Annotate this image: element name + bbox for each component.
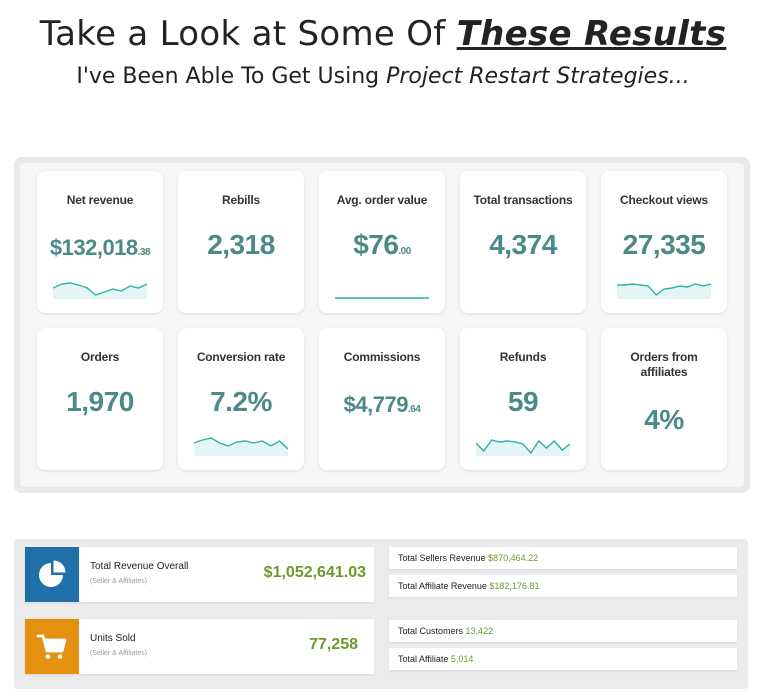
metric-label: Commissions xyxy=(343,350,421,364)
summary-subtitle: (Seller & Affiliates) xyxy=(90,650,148,657)
metric-value: 1,970 xyxy=(66,386,134,417)
metric-amount: $4,779 xyxy=(343,392,409,417)
metric-card-orders-from-affiliates: Orders from affiliates 4% xyxy=(601,328,727,470)
stat-value: 13,422 xyxy=(465,626,494,636)
metric-cents: .38 xyxy=(137,247,151,258)
shopping-cart-icon xyxy=(25,619,79,674)
total-revenue-card: Total Revenue Overall (Seller & Affiliat… xyxy=(25,547,374,602)
sparkline-area xyxy=(194,438,288,456)
metrics-dashboard: Net revenue $132,018.38 Rebills 2,318 Av… xyxy=(14,157,750,493)
sparkline-area xyxy=(53,283,147,299)
metric-label: Checkout views xyxy=(620,193,708,207)
metric-label: Total transactions xyxy=(473,193,573,207)
metric-card-orders: Orders 1,970 xyxy=(37,328,163,470)
sparkline-line xyxy=(194,437,288,450)
sparkline-line xyxy=(476,439,570,455)
metric-card-net-revenue: Net revenue $132,018.38 xyxy=(37,171,163,313)
stat-label: Total Sellers Revenue xyxy=(398,553,486,563)
metric-label: Orders from affiliates xyxy=(630,350,698,379)
metric-label: Conversion rate xyxy=(196,350,286,364)
metric-value: 4% xyxy=(644,404,684,435)
metric-value: $132,018.38 xyxy=(37,235,163,261)
metric-card-avg-order-value: Avg. order value $76.00 xyxy=(319,171,445,313)
stat-value: $870,464.22 xyxy=(488,553,539,563)
stat-label: Total Affiliate xyxy=(398,654,449,664)
stat-total-customers: Total Customers 13,422 xyxy=(389,620,737,642)
metrics-panel: Net revenue $132,018.38 Rebills 2,318 Av… xyxy=(20,163,744,487)
metric-value: 27,335 xyxy=(622,229,706,260)
metric-card-commissions: Commissions $4,779.64 xyxy=(319,328,445,470)
summary-title: Units Sold xyxy=(90,633,136,644)
subline-emphasis: Project Restart Strategies... xyxy=(386,64,690,89)
metric-label: Net revenue xyxy=(66,193,134,207)
stat-total-affiliate: Total Affiliate 5,014 xyxy=(389,648,737,670)
metric-value: 7.2% xyxy=(210,386,272,417)
page-subheadline: I've Been Able To Get Using Project Rest… xyxy=(0,64,766,89)
summary-title: Total Revenue Overall xyxy=(90,561,189,572)
sparkline-checkout-views xyxy=(617,283,711,299)
metric-value: $4,779.64 xyxy=(319,392,445,418)
stat-value: $182,176.81 xyxy=(489,581,540,591)
stat-total-affiliate-revenue: Total Affiliate Revenue $182,176.81 xyxy=(389,575,737,597)
metric-cents: .64 xyxy=(407,404,421,415)
summary-amount: 77,258 xyxy=(309,636,358,653)
metric-cents: .00 xyxy=(398,246,411,257)
sparkline-avg-order-value xyxy=(335,297,429,299)
revenue-summary: Total Revenue Overall (Seller & Affiliat… xyxy=(14,539,748,689)
sparkline-line xyxy=(617,283,711,296)
metric-card-checkout-views: Checkout views 27,335 xyxy=(601,171,727,313)
units-sold-card: Units Sold (Seller & Affiliates) 77,258 xyxy=(25,619,374,674)
metric-card-refunds: Refunds 59 xyxy=(460,328,586,470)
stat-value: 5,014 xyxy=(450,654,474,664)
sparkline-line xyxy=(53,282,147,296)
pie-chart-icon xyxy=(25,547,79,602)
metric-value: $76.00 xyxy=(319,229,445,261)
metric-label: Refunds xyxy=(499,350,547,364)
stat-label: Total Affiliate Revenue xyxy=(398,581,487,591)
metric-card-conversion-rate: Conversion rate 7.2% xyxy=(178,328,304,470)
sparkline-net-revenue xyxy=(53,282,147,299)
metric-amount: $76 xyxy=(353,229,399,260)
sparkline-area xyxy=(476,440,570,456)
headline-emphasis: These Results xyxy=(456,14,727,54)
sparkline-area xyxy=(617,284,711,299)
metric-label: Avg. order value xyxy=(336,193,428,207)
sparkline-refunds xyxy=(476,439,570,456)
metric-value: 4,374 xyxy=(489,229,557,260)
metric-amount: $132,018 xyxy=(49,235,138,260)
sparkline-conversion-rate xyxy=(194,437,288,456)
summary-amount: $1,052,641.03 xyxy=(263,564,366,581)
stat-label: Total Customers xyxy=(398,626,464,636)
metric-value: 2,318 xyxy=(207,229,275,260)
metric-card-total-transactions: Total transactions 4,374 xyxy=(460,171,586,313)
headline-text: Take a Look at Some Of xyxy=(39,14,457,54)
stat-total-sellers-revenue: Total Sellers Revenue $870,464.22 xyxy=(389,547,737,569)
metric-value: 59 xyxy=(507,386,539,417)
metric-label: Orders xyxy=(80,350,120,364)
page-headline: Take a Look at Some Of These Results xyxy=(0,14,766,54)
subline-text: I've Been Able To Get Using xyxy=(76,64,387,89)
summary-subtitle: (Seller & Affiliates) xyxy=(90,578,148,585)
metric-label: Rebills xyxy=(222,193,260,207)
metric-card-rebills: Rebills 2,318 xyxy=(178,171,304,313)
